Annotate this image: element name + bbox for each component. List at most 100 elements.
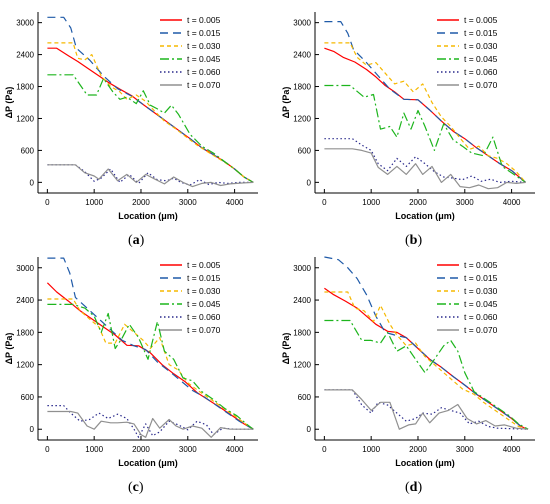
x-tick-label: 4000	[503, 445, 521, 454]
y-tick-label: 600	[21, 146, 35, 155]
x-tick-label: 1000	[362, 198, 380, 207]
x-tick-label: 3000	[179, 445, 197, 454]
y-tick-label: 1200	[16, 114, 34, 123]
panel-letter-c: c	[132, 480, 139, 495]
y-tick-label: 1800	[293, 328, 311, 337]
y-tick-label: 2400	[293, 51, 311, 60]
chart-panel-c: 0 1000 2000 3000 400006001200180024003000Loc…	[4, 257, 258, 468]
y-axis-label: ΔP (Pa)	[281, 87, 291, 119]
legend-label-5: t = 0.070	[187, 80, 221, 90]
series-line-2	[324, 42, 527, 183]
y-tick-label: 1200	[293, 114, 311, 123]
panel-letter-a: a	[132, 233, 140, 248]
series-line-3	[324, 319, 529, 430]
series-line-3	[47, 74, 254, 183]
y-tick-label: 0	[307, 425, 312, 434]
y-tick-label: 2400	[16, 51, 34, 60]
series-line-4	[47, 405, 254, 438]
y-tick-label: 2400	[293, 296, 311, 305]
series-line-3	[324, 84, 526, 183]
x-tick-label: 0	[322, 445, 327, 454]
legend-label-5: t = 0.070	[464, 80, 498, 90]
legend-label-1: t = 0.015	[187, 28, 221, 38]
legend-label-2: t = 0.030	[464, 286, 498, 296]
x-tick-label: 4000	[226, 445, 244, 454]
series-line-1	[47, 16, 254, 183]
x-tick-label: 2000	[132, 198, 150, 207]
legend: t = 0.005 t = 0.015 t = 0.030 t = 0.045 t = …	[437, 260, 498, 335]
x-tick-label: 2000	[409, 198, 427, 207]
x-tick-label: 0	[45, 445, 50, 454]
legend-label-2: t = 0.030	[187, 41, 221, 51]
legend-label-2: t = 0.030	[464, 41, 498, 51]
x-tick-label: 1000	[362, 445, 380, 454]
legend-label-3: t = 0.045	[187, 299, 221, 309]
y-tick-label: 600	[298, 393, 312, 402]
series-line-2	[47, 298, 254, 430]
chart-panel-b: 0 1000 2000 3000 400006001200180024003000Loc…	[281, 12, 535, 221]
panel-caption-c: (c)	[128, 480, 144, 495]
series-line-4	[324, 138, 526, 183]
series-line-5	[47, 164, 254, 188]
y-tick-label: 1800	[16, 328, 34, 337]
series-line-4	[324, 389, 529, 430]
legend-label-1: t = 0.015	[464, 273, 498, 283]
series-line-2	[47, 42, 254, 183]
y-tick-label: 3000	[293, 264, 311, 273]
y-tick-label: 0	[30, 178, 35, 187]
x-axis-label: Location (μm)	[118, 211, 178, 221]
legend-label-3: t = 0.045	[464, 54, 498, 64]
x-tick-label: 3000	[456, 198, 474, 207]
y-tick-label: 1200	[293, 361, 311, 370]
legend-label-4: t = 0.060	[187, 67, 221, 77]
legend-label-0: t = 0.005	[464, 260, 498, 270]
series-line-1	[47, 257, 254, 430]
panel-letter-b: b	[409, 233, 418, 248]
panel-caption-a: (a)	[128, 233, 145, 248]
x-tick-label: 4000	[226, 198, 244, 207]
series-line-5	[324, 389, 529, 430]
y-tick-label: 3000	[16, 264, 34, 273]
x-axis-label: Location (μm)	[118, 458, 178, 468]
y-tick-label: 3000	[16, 19, 34, 28]
x-axis-label: Location (μm)	[395, 211, 455, 221]
y-tick-label: 0	[30, 425, 35, 434]
legend-label-5: t = 0.070	[464, 325, 498, 335]
series-line-3	[47, 303, 254, 430]
legend-label-4: t = 0.060	[187, 312, 221, 322]
legend-label-3: t = 0.045	[187, 54, 221, 64]
x-tick-label: 3000	[179, 198, 197, 207]
series-line-2	[324, 291, 529, 430]
legend-label-3: t = 0.045	[464, 299, 498, 309]
y-tick-label: 1800	[293, 83, 311, 92]
chart-panel-d: 0 1000 2000 3000 400006001200180024003000Loc…	[281, 256, 535, 468]
panel-caption-d: (d)	[405, 480, 423, 495]
legend: t = 0.005 t = 0.015 t = 0.030 t = 0.045 t = …	[160, 15, 221, 90]
y-tick-label: 600	[298, 146, 312, 155]
x-tick-label: 2000	[132, 445, 150, 454]
x-tick-label: 1000	[85, 198, 103, 207]
series-line-5	[47, 410, 254, 438]
y-tick-label: 3000	[293, 19, 311, 28]
panel-letter-d: d	[409, 480, 418, 495]
x-tick-label: 0	[45, 198, 50, 207]
chart-panel-a: 0 1000 2000 3000 400006001200180024003000Loc…	[4, 12, 258, 221]
y-tick-label: 2400	[16, 296, 34, 305]
y-tick-label: 600	[21, 393, 35, 402]
legend: t = 0.005 t = 0.015 t = 0.030 t = 0.045 t = …	[437, 15, 498, 90]
legend-label-0: t = 0.005	[464, 15, 498, 25]
x-tick-label: 2000	[409, 445, 427, 454]
x-tick-label: 1000	[85, 445, 103, 454]
legend-label-4: t = 0.060	[464, 312, 498, 322]
y-axis-label: ΔP (Pa)	[281, 333, 291, 365]
legend-label-1: t = 0.015	[187, 273, 221, 283]
legend: t = 0.005 t = 0.015 t = 0.030 t = 0.045 t = …	[160, 260, 221, 335]
series-line-1	[324, 256, 529, 430]
legend-label-4: t = 0.060	[464, 67, 498, 77]
legend-label-5: t = 0.070	[187, 325, 221, 335]
legend-label-2: t = 0.030	[187, 286, 221, 296]
panel-caption-b: (b)	[405, 233, 423, 248]
legend-label-0: t = 0.005	[187, 15, 221, 25]
series-line-0	[47, 47, 254, 183]
legend-label-1: t = 0.015	[464, 28, 498, 38]
